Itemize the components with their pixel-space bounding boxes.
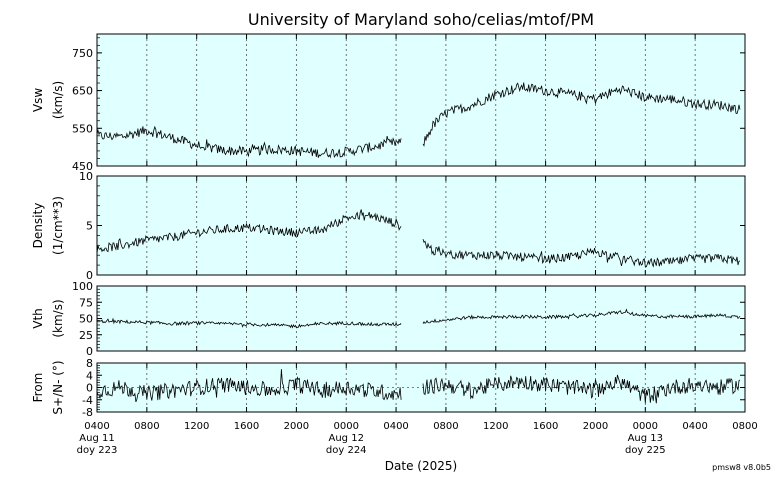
x-tick-label: 0400 xyxy=(682,421,707,432)
y-tick-label: 100 xyxy=(72,280,93,293)
y-axis-unit: (km/s) xyxy=(51,299,65,337)
x-axis-label: Date (2025) xyxy=(385,459,457,473)
y-tick-label: 50 xyxy=(79,313,93,326)
y-tick-label: -8 xyxy=(82,406,93,419)
y-axis-label: Vth xyxy=(31,308,45,329)
x-tick-label: 0800 xyxy=(433,421,458,432)
date-label-day: Aug 11 xyxy=(79,433,114,444)
y-tick-label: 5 xyxy=(86,220,93,233)
date-label-day: Aug 13 xyxy=(628,433,663,444)
y-tick-label: 8 xyxy=(86,357,93,370)
panel-background xyxy=(96,175,746,276)
x-tick-label: 2000 xyxy=(284,421,309,432)
trace-density-1 xyxy=(422,238,740,268)
y-tick-label: 0 xyxy=(86,345,93,358)
panel-vth: 0 25 50 75 100 Vth (km/s) xyxy=(31,280,746,358)
x-tick-label: 0000 xyxy=(633,421,658,432)
y-axis-label: Density xyxy=(31,203,45,249)
panel-vsw: 450 550 650 750 Vsw (km/s) xyxy=(31,33,746,173)
y-tick-label: 0 xyxy=(86,382,93,395)
y-axis-unit: (1/cm**3) xyxy=(51,196,65,255)
y-tick-label: 650 xyxy=(72,85,93,98)
y-tick-label: 4 xyxy=(86,369,93,382)
x-tick-label: 0400 xyxy=(84,421,109,432)
x-tick-label: 0000 xyxy=(334,421,359,432)
panel-background xyxy=(96,33,746,167)
x-axis-ticks: 0400 0800 1200 1600 2000 0000 0400 0800 1200 1600… xyxy=(84,421,757,432)
trace-density-0 xyxy=(96,209,402,254)
y-tick-label: 750 xyxy=(72,47,93,60)
y-tick-label: 25 xyxy=(79,329,93,342)
x-tick-label: 1600 xyxy=(533,421,558,432)
trace-vth-1 xyxy=(422,308,741,324)
x-tick-label: 1200 xyxy=(184,421,209,432)
trace-vth-0 xyxy=(96,317,402,329)
y-tick-label: 450 xyxy=(72,160,93,173)
x-tick-label: 1600 xyxy=(234,421,259,432)
panel-density: 0 5 10 Density (1/cm**3) xyxy=(31,170,746,282)
x-tick-label: 0800 xyxy=(732,421,757,432)
trace-vsw-1 xyxy=(422,82,741,147)
chart-title: University of Maryland soho/celias/mtof/… xyxy=(248,10,594,29)
y-axis-unit: (km/s) xyxy=(51,81,65,119)
y-tick-label: 0 xyxy=(86,269,93,282)
panel-background xyxy=(96,285,746,352)
y-tick-label: 75 xyxy=(79,296,93,309)
trace-from-1 xyxy=(422,374,741,404)
y-axis-label: Vsw xyxy=(31,88,45,112)
date-label-day: Aug 12 xyxy=(329,433,364,444)
y-tick-label: 10 xyxy=(79,170,93,183)
version-footer: pmsw8 v8.0b5 xyxy=(712,463,771,472)
x-tick-label: 1200 xyxy=(483,421,508,432)
trace-from-0 xyxy=(96,369,402,403)
y-axis-label: From xyxy=(31,373,45,403)
date-label-doy: doy 225 xyxy=(625,445,666,456)
date-label-doy: doy 224 xyxy=(326,445,367,456)
date-label-doy: doy 223 xyxy=(77,445,118,456)
x-tick-label: 0400 xyxy=(383,421,408,432)
x-tick-label: 2000 xyxy=(583,421,608,432)
trace-vsw-0 xyxy=(96,125,402,159)
x-tick-label: 0800 xyxy=(134,421,159,432)
y-axis-unit: S+/N- (°) xyxy=(51,360,65,414)
y-tick-label: -4 xyxy=(82,394,93,407)
y-tick-label: 550 xyxy=(72,122,93,135)
